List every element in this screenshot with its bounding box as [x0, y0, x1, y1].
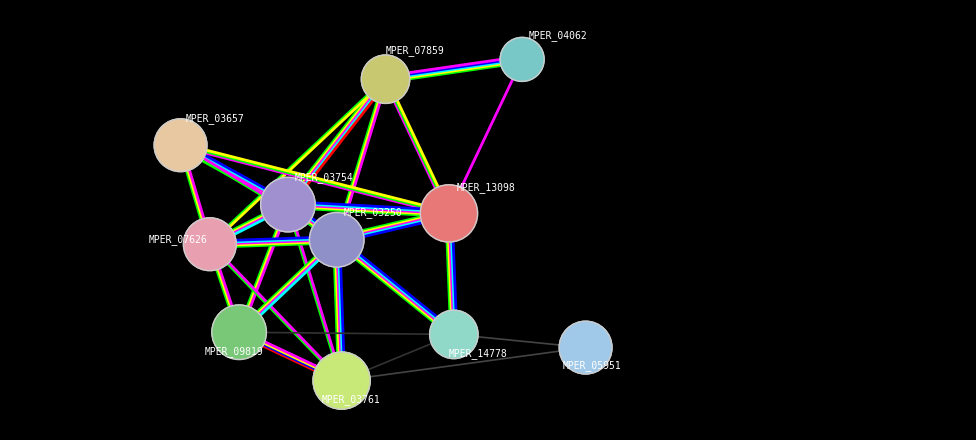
Ellipse shape [261, 177, 315, 232]
Ellipse shape [429, 310, 478, 359]
Ellipse shape [559, 321, 612, 374]
Text: MPER_03657: MPER_03657 [185, 114, 244, 124]
Ellipse shape [313, 352, 370, 409]
Text: MPER_09819: MPER_09819 [205, 346, 264, 356]
Text: MPER_07859: MPER_07859 [386, 45, 444, 56]
Text: MPER_07626: MPER_07626 [148, 234, 207, 245]
Text: MPER_04062: MPER_04062 [529, 30, 588, 40]
Ellipse shape [500, 37, 545, 81]
Text: MPER_03250: MPER_03250 [344, 208, 402, 218]
Ellipse shape [309, 213, 364, 267]
Text: MPER_05951: MPER_05951 [562, 360, 621, 370]
Text: MPER_13098: MPER_13098 [457, 182, 515, 193]
Text: MPER_14778: MPER_14778 [449, 348, 508, 359]
Ellipse shape [154, 119, 207, 172]
Text: MPER_03754: MPER_03754 [295, 172, 353, 183]
Ellipse shape [183, 218, 236, 271]
Ellipse shape [361, 55, 410, 103]
Ellipse shape [212, 305, 266, 359]
Text: MPER_03761: MPER_03761 [322, 394, 381, 405]
Ellipse shape [421, 185, 477, 242]
